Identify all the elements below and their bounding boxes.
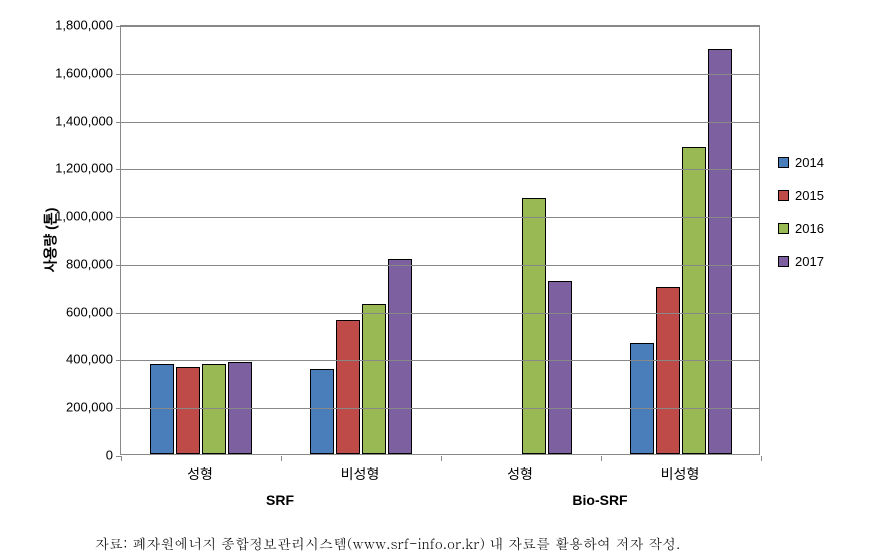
chart-container: 사용량 (톤) 2014201520162017 자료: 폐자원에너지 종합정보…	[0, 0, 885, 556]
legend-item: 2017	[778, 254, 824, 269]
legend-swatch	[778, 223, 789, 234]
legend: 2014 2015 2016 2017	[778, 155, 824, 287]
bar	[176, 367, 200, 454]
x-sub-label: 비성형	[341, 464, 380, 484]
y-tick-mark	[116, 169, 121, 170]
y-tick-label: 200,000	[13, 400, 113, 415]
y-tick-mark	[116, 26, 121, 27]
gridline	[121, 313, 759, 314]
x-sub-label: 비성형	[661, 464, 700, 484]
legend-label: 2014	[795, 155, 824, 170]
y-tick-mark	[116, 313, 121, 314]
gridline	[121, 360, 759, 361]
x-group-label: Bio-SRF	[572, 492, 627, 508]
gridline	[121, 408, 759, 409]
x-tick-mark	[601, 456, 602, 461]
gridline	[121, 217, 759, 218]
x-tick-mark	[761, 456, 762, 461]
y-tick-mark	[116, 265, 121, 266]
gridline	[121, 122, 759, 123]
legend-swatch	[778, 190, 789, 201]
x-group-label: SRF	[266, 492, 294, 508]
bar	[522, 198, 546, 454]
gridline	[121, 169, 759, 170]
legend-label: 2015	[795, 188, 824, 203]
y-tick-label: 1,800,000	[13, 18, 113, 33]
plot-frame	[120, 25, 760, 455]
y-tick-label: 1,400,000	[13, 113, 113, 128]
y-tick-mark	[116, 74, 121, 75]
y-tick-label: 800,000	[13, 256, 113, 271]
y-tick-mark	[116, 408, 121, 409]
gridline	[121, 74, 759, 75]
y-tick-label: 1,200,000	[13, 161, 113, 176]
x-tick-mark	[121, 456, 122, 461]
gridline	[121, 265, 759, 266]
bars-layer	[121, 26, 759, 454]
x-tick-mark	[281, 456, 282, 461]
bar	[548, 281, 572, 454]
legend-item: 2014	[778, 155, 824, 170]
bar	[310, 369, 334, 454]
bar	[362, 304, 386, 455]
y-tick-label: 0	[13, 448, 113, 463]
y-tick-label: 1,600,000	[13, 65, 113, 80]
x-tick-mark	[441, 456, 442, 461]
y-tick-mark	[116, 217, 121, 218]
y-tick-label: 400,000	[13, 352, 113, 367]
legend-swatch	[778, 157, 789, 168]
legend-item: 2015	[778, 188, 824, 203]
y-tick-mark	[116, 122, 121, 123]
y-tick-mark	[116, 360, 121, 361]
bar	[336, 320, 360, 454]
legend-swatch	[778, 256, 789, 267]
legend-item: 2016	[778, 221, 824, 236]
bar	[388, 259, 412, 454]
legend-label: 2016	[795, 221, 824, 236]
legend-label: 2017	[795, 254, 824, 269]
y-tick-label: 1,000,000	[13, 209, 113, 224]
bar	[708, 49, 732, 454]
x-sub-label: 성형	[507, 464, 533, 484]
y-tick-label: 600,000	[13, 304, 113, 319]
x-sub-label: 성형	[187, 464, 213, 484]
gridline	[121, 26, 759, 27]
source-note: 자료: 폐자원에너지 종합정보관리시스템(www.srf-info.or.kr)…	[95, 533, 680, 553]
